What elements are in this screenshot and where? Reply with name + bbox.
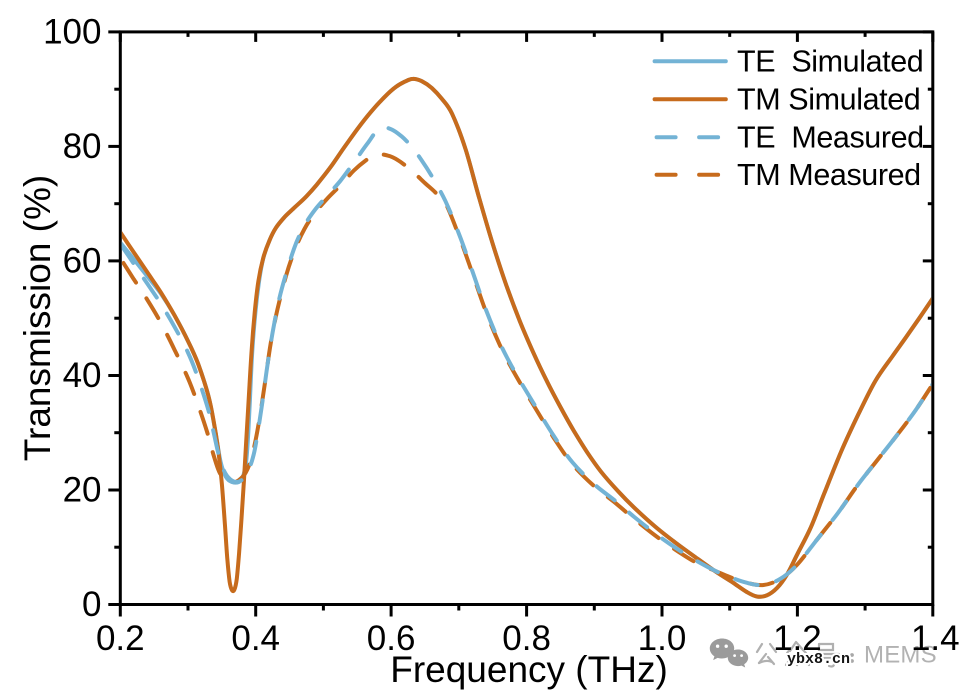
svg-text:MEMS: MEMS xyxy=(864,642,937,669)
svg-text:TM Simulated: TM Simulated xyxy=(737,83,920,117)
svg-text:0.2: 0.2 xyxy=(96,619,145,658)
svg-text:Frequency (THz): Frequency (THz) xyxy=(390,649,668,690)
svg-text:1.2: 1.2 xyxy=(773,619,822,658)
svg-text:40: 40 xyxy=(63,356,102,395)
svg-text:20: 20 xyxy=(63,471,102,510)
svg-text:Transmission (%): Transmission (%) xyxy=(17,175,58,461)
svg-text:TE Measured: TE Measured xyxy=(737,121,924,155)
svg-text:60: 60 xyxy=(63,242,102,281)
svg-text:0.4: 0.4 xyxy=(231,619,280,658)
svg-text:1.4: 1.4 xyxy=(911,619,960,658)
svg-text:TE Simulated: TE Simulated xyxy=(737,45,923,79)
svg-text:ybx8.cn: ybx8.cn xyxy=(787,651,850,668)
svg-text:100: 100 xyxy=(43,13,101,52)
svg-text:0.6: 0.6 xyxy=(367,619,416,658)
svg-text:0: 0 xyxy=(82,585,101,624)
svg-text:1.0: 1.0 xyxy=(638,619,687,658)
svg-text:80: 80 xyxy=(63,127,102,166)
svg-text:0.8: 0.8 xyxy=(502,619,551,658)
svg-text:TM Measured: TM Measured xyxy=(737,158,921,192)
